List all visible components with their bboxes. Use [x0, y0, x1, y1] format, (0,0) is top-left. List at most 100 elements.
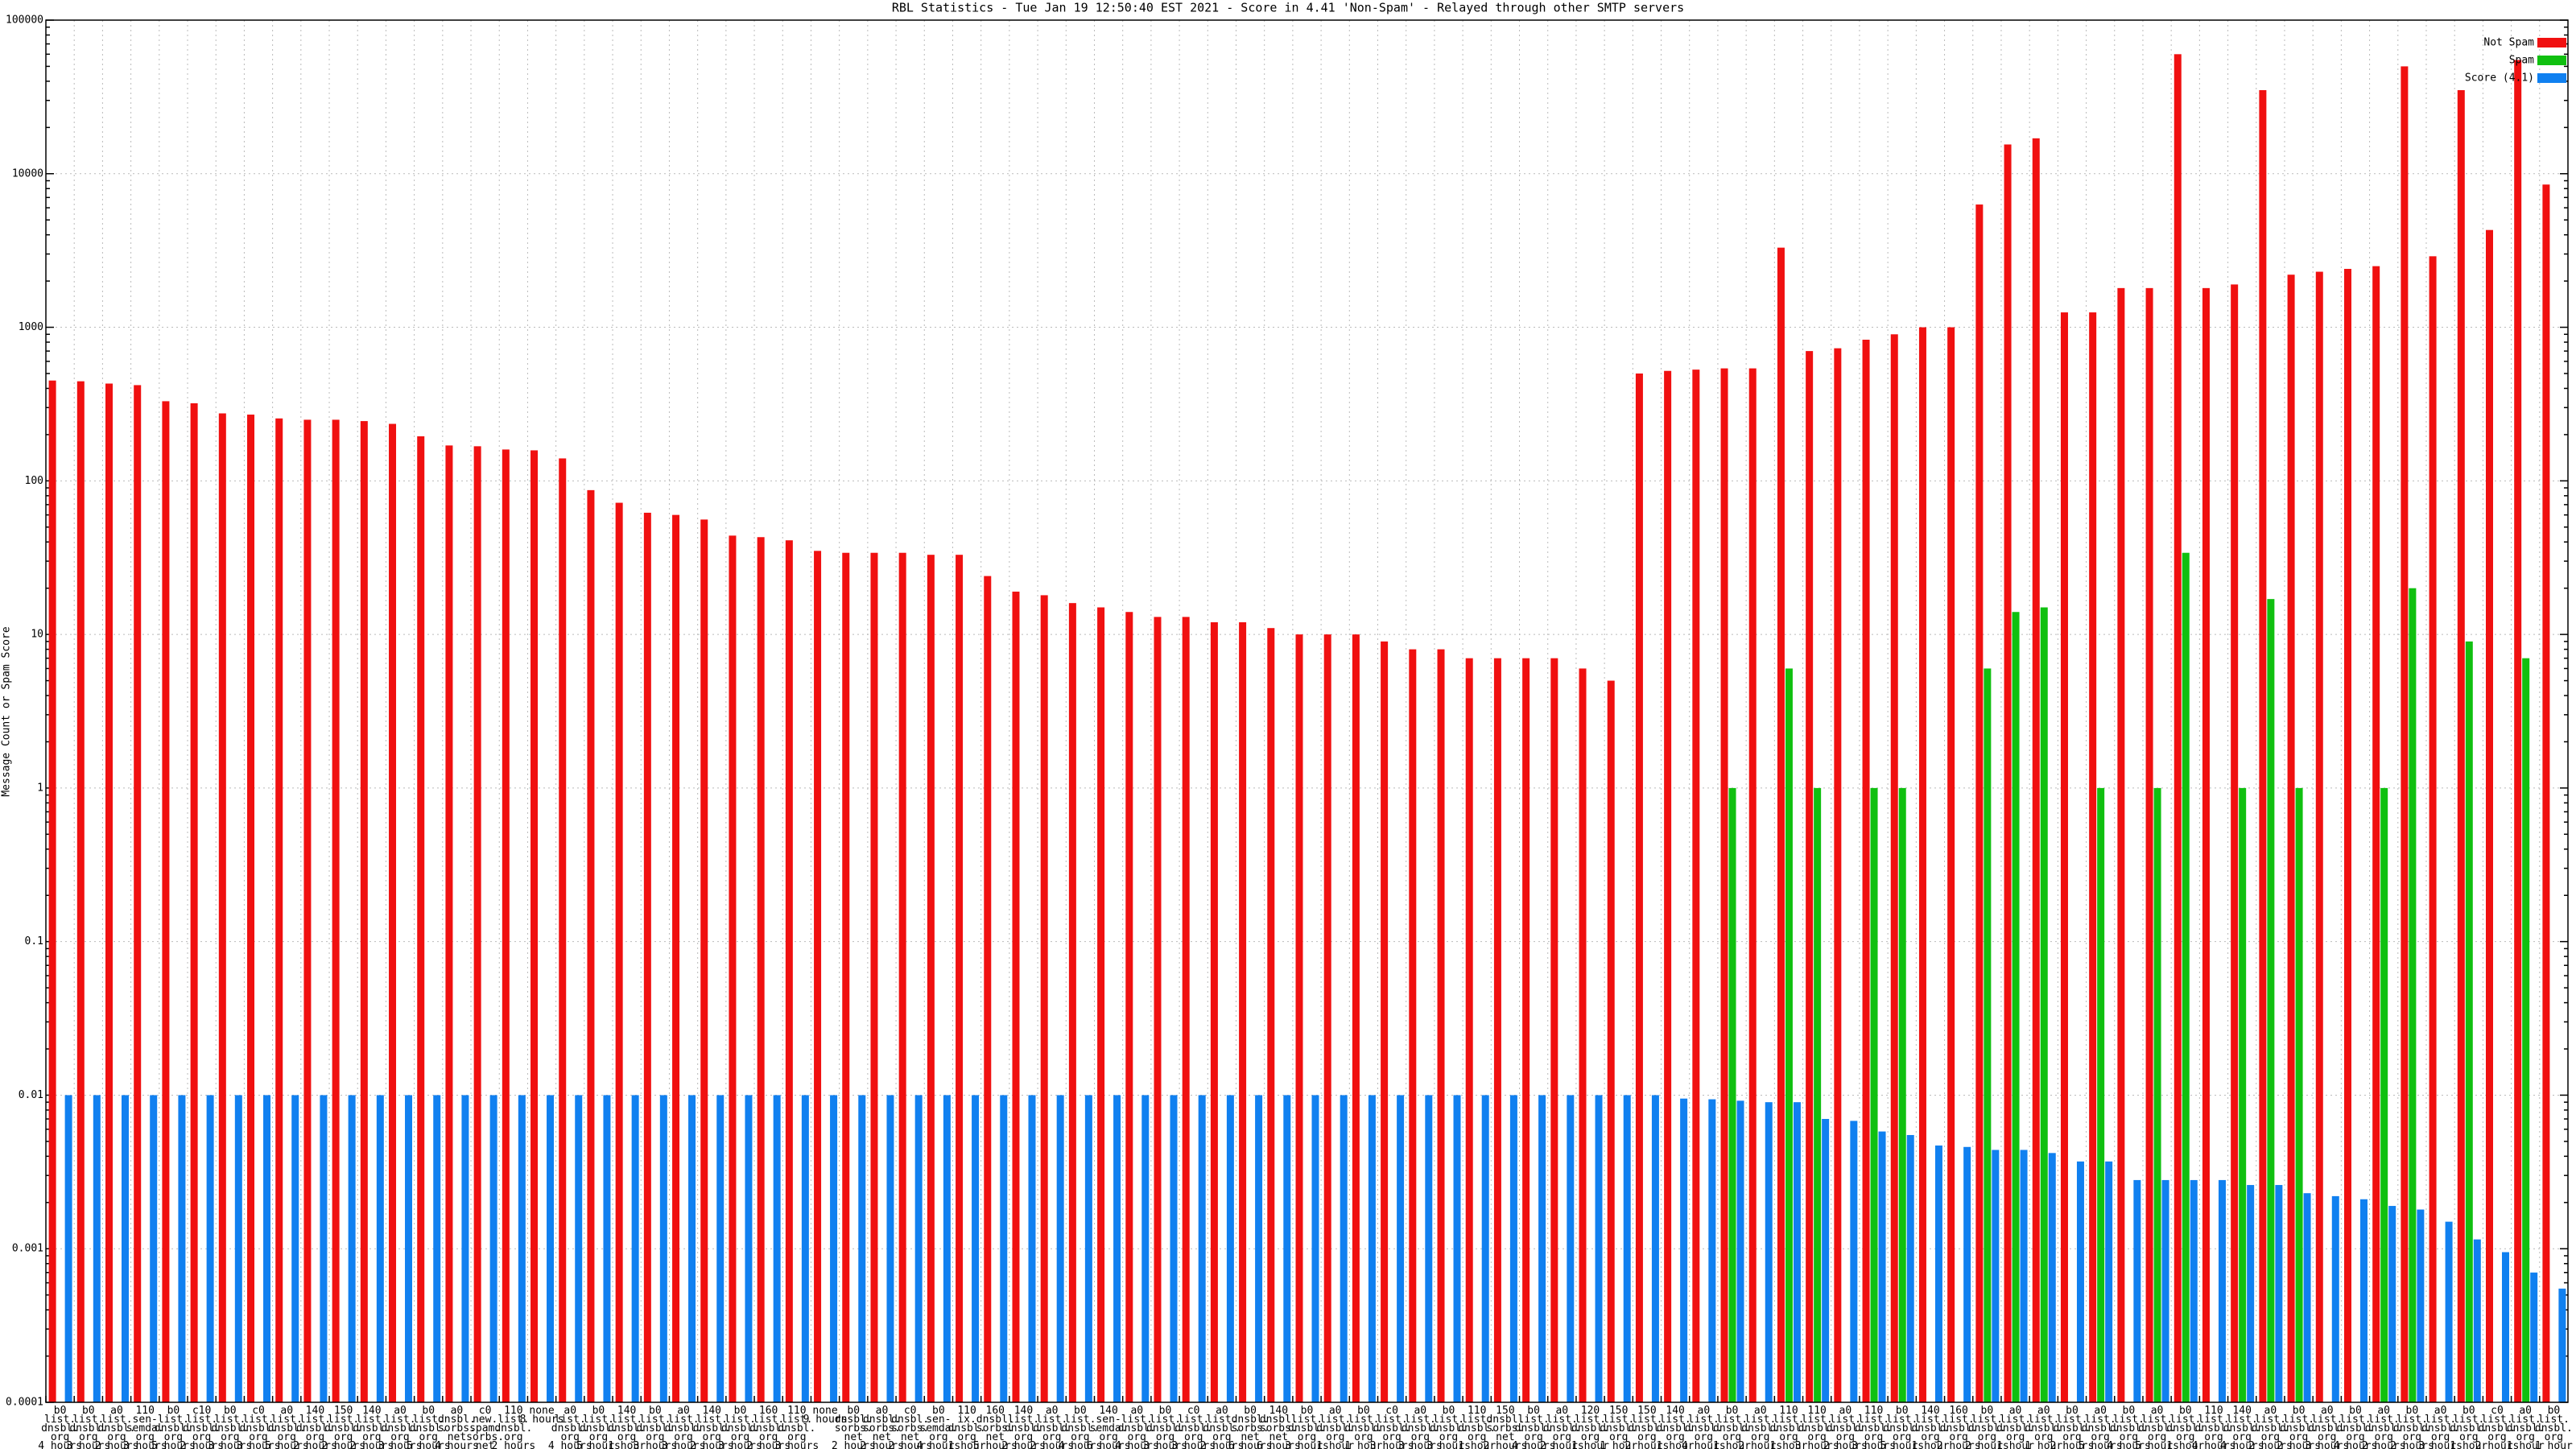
bar: [2287, 275, 2295, 1403]
bar: [1579, 668, 1587, 1402]
bar: [1084, 1095, 1092, 1402]
bar: [291, 1095, 299, 1402]
bar: [150, 1095, 158, 1402]
y-tick-label: 0.001: [12, 1243, 43, 1255]
x-tick-label: none 8 hours: [520, 1405, 564, 1426]
x-tick-label: a0 list. dnsbl. org 3 hours: [2418, 1405, 2462, 1449]
x-tick-label: a0 list. dnsbl. org 1 hour: [2025, 1405, 2062, 1449]
bar: [914, 1095, 923, 1402]
x-tick-label: b0 list. dnsbl. org 5 hours: [1880, 1405, 1924, 1449]
x-tick-label: 140 list. dnsbl. org 2 hours: [293, 1405, 337, 1449]
bar: [1822, 1118, 1830, 1402]
x-tick-label: 140 dnsbl. sorbs. net 6 hours: [1257, 1405, 1301, 1449]
bar: [1522, 658, 1530, 1402]
bar: [2303, 1193, 2311, 1402]
x-tick-label: b0 dnsbl. sorbs. net 2 hours: [832, 1405, 876, 1449]
x-tick-label: b0 list. dnsbl. org 4 hours: [1512, 1405, 1556, 1449]
bar: [1255, 1095, 1263, 1402]
bar: [1765, 1102, 1773, 1402]
bar: [1425, 1095, 1433, 1402]
x-tick-label: 110 list. dnsbl. org 2 hours: [491, 1405, 535, 1449]
bar: [2331, 1195, 2339, 1402]
bar: [417, 436, 425, 1402]
plot-frame: [45, 19, 2569, 1403]
x-tick-label: 110 list. dnsbl. org 4 hours: [2192, 1405, 2236, 1449]
bar: [886, 1095, 894, 1402]
x-tick-label: 110 sen-semda. org 3 hours: [123, 1405, 167, 1449]
bar: [1397, 1095, 1405, 1402]
x-tick-label: 110 list. dnsbl. org 1 hour: [1458, 1405, 1496, 1449]
bar: [389, 423, 397, 1403]
bar: [659, 1095, 667, 1402]
x-tick-label: b0 list. dnsbl. org 4 hours: [38, 1405, 82, 1449]
x-tick-label: 150 dnsbl. sorbs. net 2 hours: [1484, 1405, 1528, 1449]
x-tick-label: b0 list. dnsbl. org 2 hours: [2390, 1405, 2434, 1449]
bar: [1975, 204, 1984, 1403]
bar: [1834, 348, 1842, 1403]
bar: [1850, 1121, 1858, 1402]
bar: [801, 1095, 809, 1402]
bar: [234, 1095, 242, 1402]
x-tick-label: 160 dnsbl. sorbs. net 5 hours: [973, 1405, 1018, 1449]
bar: [547, 1095, 555, 1402]
bar: [473, 446, 481, 1402]
bar: [1785, 668, 1793, 1402]
bar: [773, 1095, 781, 1402]
x-tick-label: b0 list. dnsbl. org 3 hours: [208, 1405, 252, 1449]
bar: [1056, 1095, 1064, 1402]
x-tick-label: a0 list. dnsbl. org 3 hours: [378, 1405, 423, 1449]
bar: [1481, 1095, 1489, 1402]
bar: [360, 421, 368, 1402]
bar: [445, 445, 453, 1402]
y-tick-label: 0.01: [19, 1089, 43, 1101]
x-tick-label: 110 list. dnsbl. org 1 hour: [1769, 1405, 1807, 1449]
bar: [489, 1095, 497, 1402]
bar: [93, 1095, 101, 1402]
bar: [2457, 89, 2465, 1402]
bar: [1210, 622, 1218, 1402]
bar: [2133, 1179, 2141, 1402]
x-tick-label: a0 list. dnsbl. org 1 hour: [2507, 1405, 2545, 1449]
bar: [1283, 1095, 1291, 1402]
x-tick-label: a0 list. dnsbl. org 2 hours: [95, 1405, 139, 1449]
bar: [105, 383, 114, 1402]
bar: [122, 1095, 130, 1402]
x-tick-label: a0 dnsbl. sorbs. net 4 hours: [435, 1405, 479, 1449]
bar: [2380, 787, 2388, 1402]
bar: [376, 1095, 384, 1402]
bar: [2522, 658, 2530, 1402]
bar: [1728, 787, 1736, 1402]
x-tick-label: b0 list. dnsbl. org 3 hours: [718, 1405, 762, 1449]
bar: [2202, 287, 2210, 1402]
x-tick-label: a0 list. dnsbl. org 5 hours: [2079, 1405, 2123, 1449]
bar: [1040, 595, 1048, 1402]
bar: [2153, 787, 2161, 1402]
bar: [190, 402, 198, 1403]
bar: [303, 419, 312, 1402]
bar: [1465, 658, 1473, 1402]
bar: [1664, 370, 1672, 1402]
bar: [842, 552, 850, 1402]
x-tick-label: b0 list. dnsbl. org 3 hours: [66, 1405, 110, 1449]
bar: [2417, 1209, 2425, 1402]
y-tick-label: 10: [31, 629, 43, 641]
bar: [1898, 787, 1906, 1402]
bar: [1097, 607, 1105, 1402]
x-tick-label: a0 list. dnsbl. org 3 hours: [662, 1405, 706, 1449]
bar: [1708, 1099, 1716, 1402]
bar: [1550, 658, 1558, 1402]
x-tick-label: b0 list. dnsbl. org 3 hours: [1285, 1405, 1329, 1449]
bar: [830, 1095, 838, 1402]
x-tick-label: a0 list. dnsbl. org 2 hours: [1030, 1405, 1074, 1449]
bar: [785, 540, 793, 1402]
bar: [162, 401, 170, 1403]
x-tick-label: 140 sen-semda. org 6 hours: [1087, 1405, 1131, 1449]
bar: [2501, 1252, 2509, 1402]
y-tick-label: 10000: [12, 167, 43, 180]
bar: [2032, 138, 2040, 1403]
x-tick-label: b0 list. dnsbl. org 1 hour: [1344, 1405, 1382, 1449]
bar: [2105, 1161, 2113, 1402]
bar: [1182, 617, 1190, 1402]
x-tick-label: a0 list. dnsbl. org 2 hours: [2362, 1405, 2406, 1449]
bar: [870, 552, 878, 1402]
